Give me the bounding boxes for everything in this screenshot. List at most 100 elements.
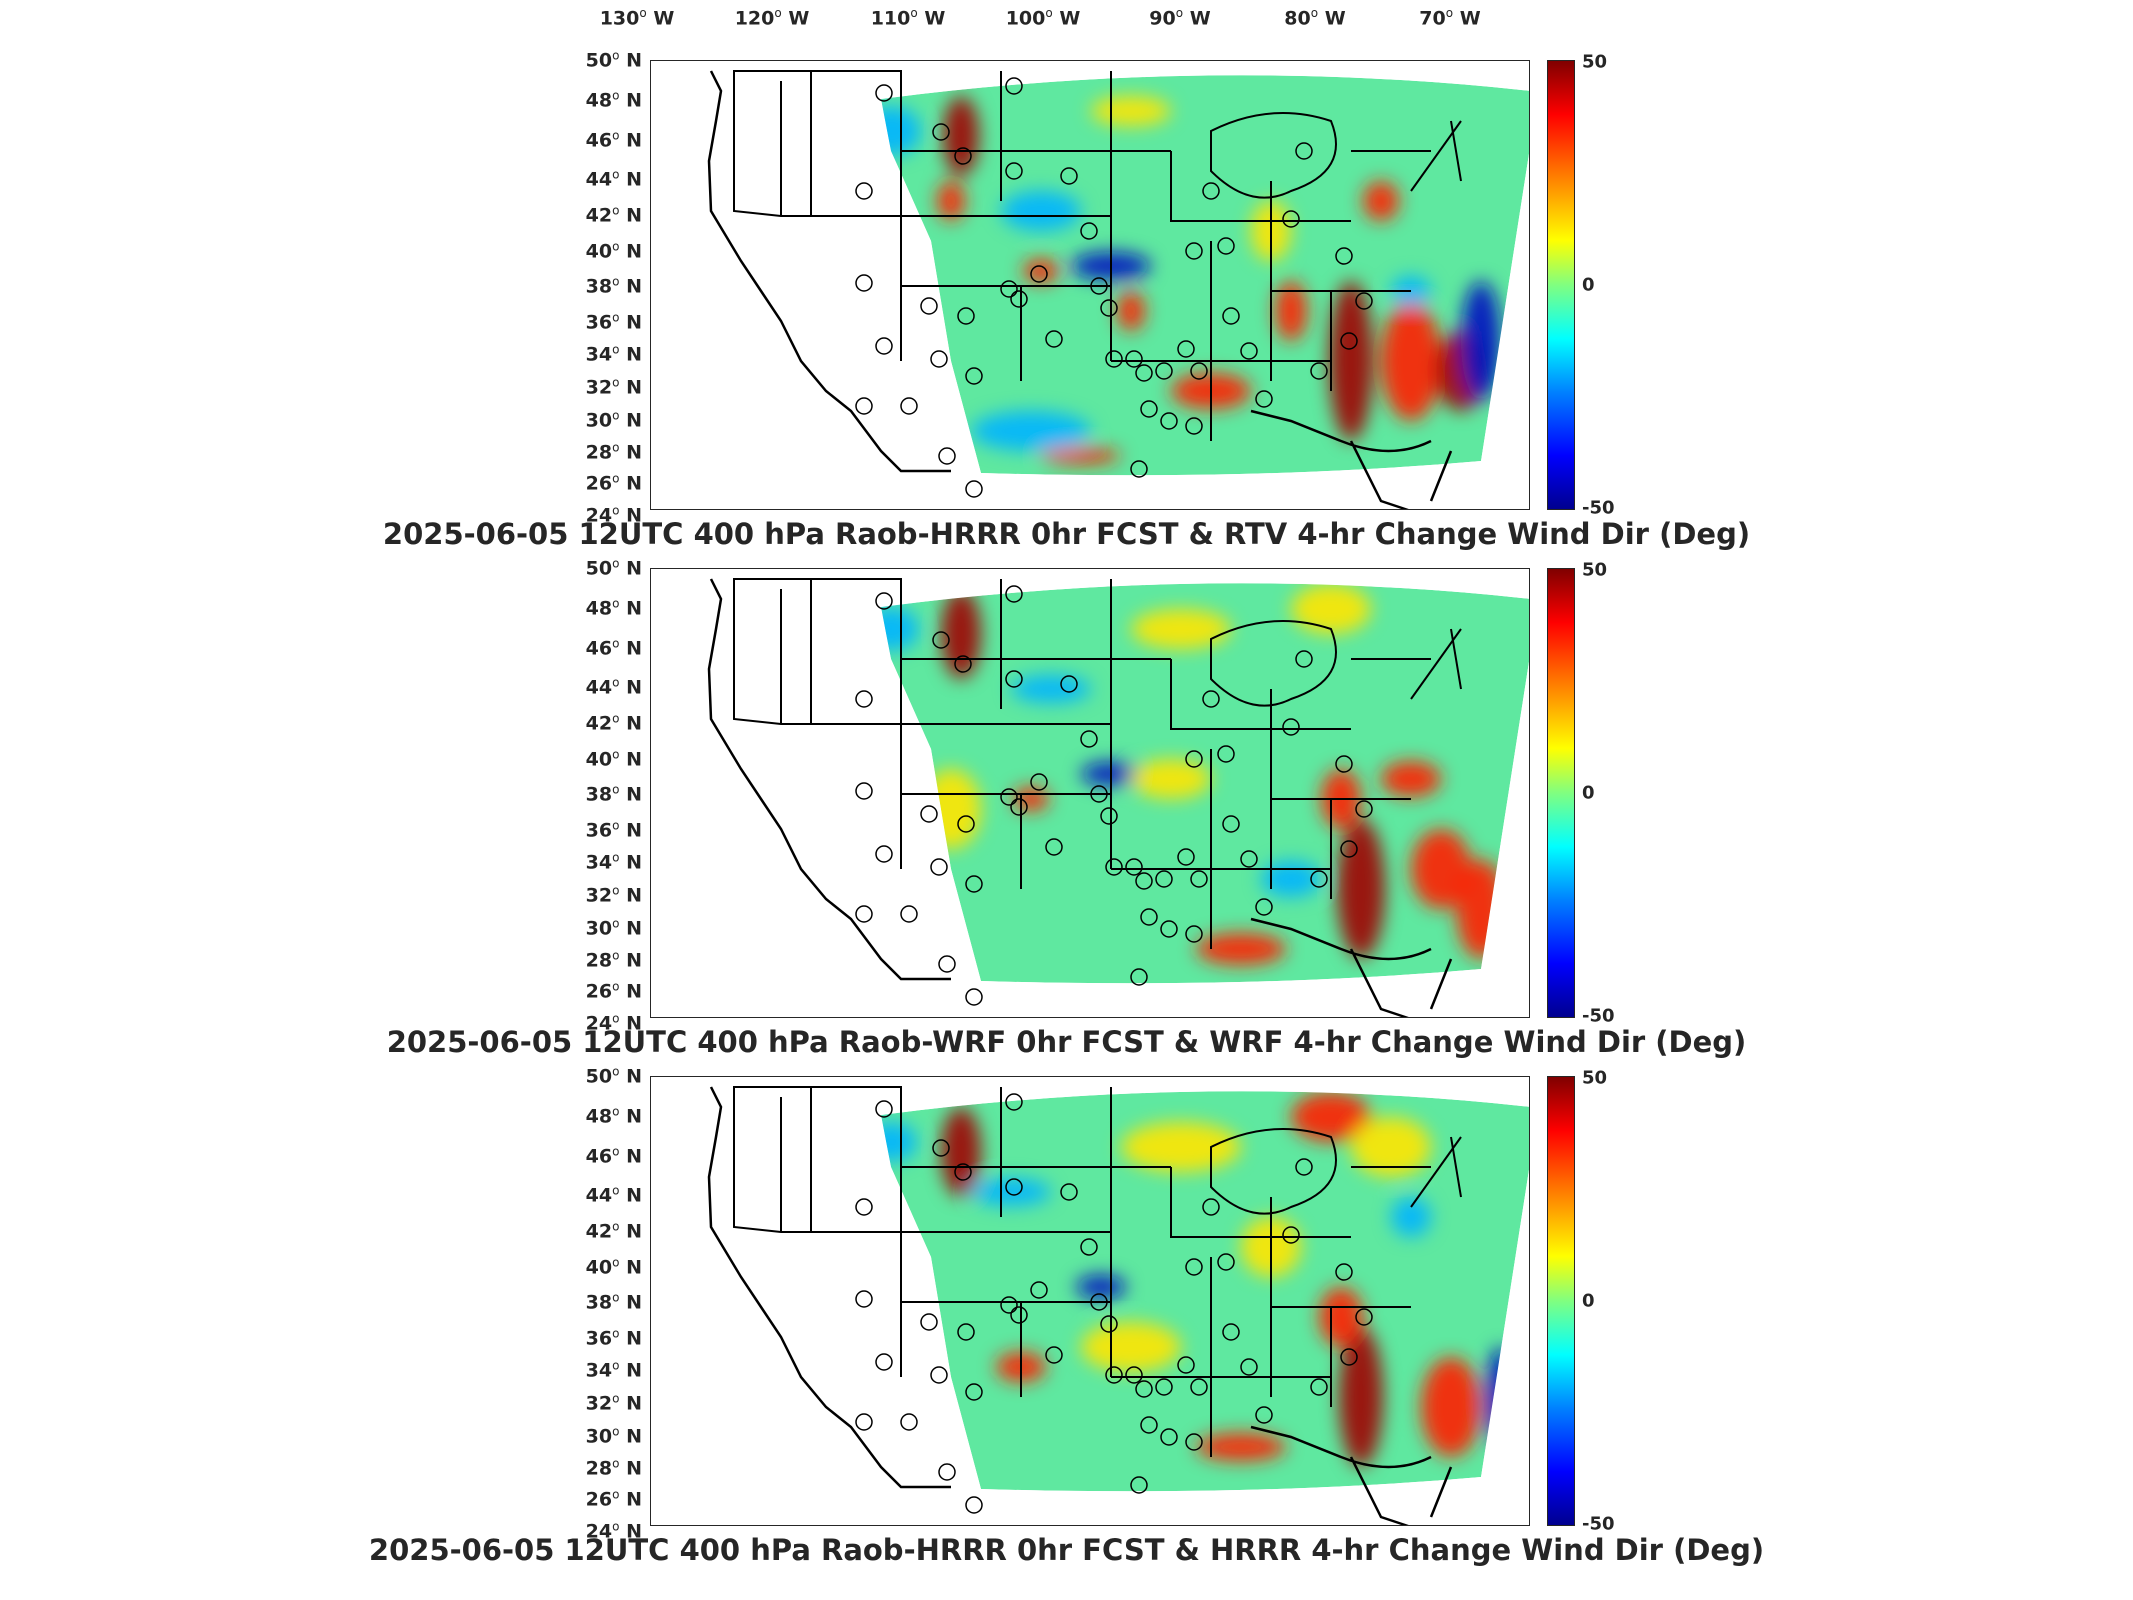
field-anomaly (1196, 1433, 1286, 1461)
raob-station-marker (1005, 670, 1023, 688)
raob-station-marker (938, 1463, 956, 1481)
raob-station-marker (855, 1290, 873, 1308)
field-anomaly (1275, 281, 1307, 341)
raob-station-marker (1177, 1356, 1195, 1374)
raob-station-marker (1255, 1406, 1273, 1424)
raob-station-marker (1090, 785, 1108, 803)
raob-station-marker (875, 1100, 893, 1118)
raob-station-marker (1000, 280, 1018, 298)
raob-station-marker (1185, 1258, 1203, 1276)
lat-label: 50o N (585, 48, 642, 72)
field-anomaly (1291, 584, 1371, 634)
raob-station-marker (965, 1383, 983, 1401)
field-anomaly (1381, 301, 1441, 421)
field-anomaly (943, 96, 979, 176)
raob-station-marker (1202, 182, 1220, 200)
field-anomaly (1041, 448, 1121, 464)
raob-station-marker (1140, 400, 1158, 418)
raob-station-marker (965, 367, 983, 385)
lat-label: 36o N (585, 1326, 642, 1350)
coastline (707, 1086, 1453, 1525)
raob-station-marker (875, 337, 893, 355)
raob-station-marker (1135, 364, 1153, 382)
raob-station-marker (1335, 755, 1353, 773)
field-anomaly (1411, 829, 1471, 909)
colorbar-mid-label: 0 (1582, 1290, 1595, 1312)
field-anomaly (1196, 933, 1286, 965)
lon-label: 70o W (1419, 6, 1481, 30)
great-lakes (1210, 112, 1337, 199)
raob-station-marker (965, 988, 983, 1006)
lat-label: 26o N (585, 979, 642, 1003)
raob-station-marker (855, 905, 873, 923)
field-anomaly (1421, 1357, 1481, 1457)
raob-station-marker (1282, 210, 1300, 228)
field-anomaly (1391, 1197, 1431, 1237)
lat-label: 30o N (585, 916, 642, 940)
field-anomaly (937, 181, 965, 221)
state-boundary (733, 1086, 902, 1233)
lat-label: 38o N (585, 274, 642, 298)
lat-label: 24o N (585, 1011, 642, 1035)
raob-station-marker (1155, 870, 1173, 888)
state-boundary (1450, 120, 1462, 182)
raob-station-marker (1105, 858, 1123, 876)
lat-label: 44o N (585, 1183, 642, 1207)
field-anomaly (1486, 1347, 1516, 1447)
colorbar-min-label: -50 (1582, 1513, 1615, 1535)
raob-station-marker (1005, 585, 1023, 603)
raob-station-marker (855, 782, 873, 800)
panel-caption: 2025-06-05 12UTC 400 hPa Raob-WRF 0hr FC… (386, 1025, 1747, 1059)
raob-station-marker (1202, 690, 1220, 708)
raob-station-marker (1155, 1378, 1173, 1396)
state-boundary (1170, 151, 1251, 222)
raob-station-marker (1185, 1433, 1203, 1451)
map-frame (650, 60, 1530, 510)
raob-station-marker (920, 805, 938, 823)
great-lakes (1210, 1128, 1337, 1215)
field-anomaly (1081, 1322, 1181, 1372)
great-lakes (1210, 620, 1337, 707)
raob-station-marker (1335, 1263, 1353, 1281)
raob-station-marker (1100, 1315, 1118, 1333)
raob-station-marker (1045, 1346, 1063, 1364)
raob-station-marker (1282, 1226, 1300, 1244)
lat-label: 34o N (585, 1358, 642, 1382)
raob-station-marker (965, 480, 983, 498)
field-anomaly (1131, 759, 1211, 799)
raob-station-marker (900, 397, 918, 415)
raob-station-marker (1140, 908, 1158, 926)
raob-station-marker (875, 845, 893, 863)
colorbar-min-label: -50 (1582, 497, 1615, 519)
raob-station-marker (1125, 350, 1143, 368)
lat-label: 36o N (585, 818, 642, 842)
raob-station-marker (1217, 237, 1235, 255)
field-anomaly (1023, 259, 1059, 283)
raob-station-marker (855, 182, 873, 200)
lat-label: 32o N (585, 883, 642, 907)
raob-station-marker (1202, 1198, 1220, 1216)
raob-station-marker (954, 655, 972, 673)
map-panel-3: 50o N 48o N 46o N 44o N 42o N 40o N 38o N 36o N… (0, 1064, 2133, 1576)
raob-station-marker (1105, 1366, 1123, 1384)
lat-label: 42o N (585, 711, 642, 735)
field-anomaly (881, 1122, 917, 1162)
raob-station-marker (1060, 675, 1078, 693)
field-anomaly (1456, 859, 1506, 959)
colorbar-max-label: 50 (1582, 1067, 1608, 1089)
lon-label: 130o W (599, 6, 675, 30)
state-boundary (901, 285, 1112, 361)
field-anomaly (1329, 281, 1373, 441)
map-panel-2: 50o N 48o N 46o N 44o N 42o N 40o N 38o N 36o N… (0, 556, 2133, 1068)
raob-station-marker (1125, 858, 1143, 876)
raob-station-marker (1045, 330, 1063, 348)
raob-station-marker (1090, 1293, 1108, 1311)
raob-station-marker (1160, 920, 1178, 938)
raob-station-marker (1177, 340, 1195, 358)
lat-label: 32o N (585, 375, 642, 399)
raob-station-marker (932, 631, 950, 649)
panel-caption: 2025-06-05 12UTC 400 hPa Raob-HRRR 0hr F… (368, 1533, 1765, 1567)
lat-label: 28o N (585, 440, 642, 464)
raob-station-marker (1190, 870, 1208, 888)
lat-label: 24o N (585, 1519, 642, 1543)
